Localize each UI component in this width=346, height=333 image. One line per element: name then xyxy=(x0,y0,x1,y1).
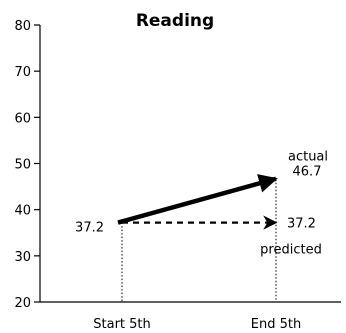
y-tick-label: 30 xyxy=(14,250,31,265)
y-axis-ticks: 20 30 40 50 60 70 80 xyxy=(14,19,40,311)
actual-series-line xyxy=(117,174,278,225)
predicted-value-label: 37.2 xyxy=(287,217,316,232)
predicted-series-label: predicted xyxy=(260,243,322,258)
y-tick-label: 20 xyxy=(14,296,31,311)
start-value-label: 37.2 xyxy=(75,221,104,236)
series-lines xyxy=(117,174,278,230)
y-tick-label: 70 xyxy=(14,65,31,80)
y-tick-label: 60 xyxy=(14,111,31,126)
y-tick-label: 80 xyxy=(14,19,31,34)
chart-title: Reading xyxy=(136,11,214,31)
actual-value-label: 46.7 xyxy=(293,165,322,180)
y-tick-label: 50 xyxy=(14,158,31,173)
x-tick-label: Start 5th xyxy=(93,317,151,332)
category-guide-lines xyxy=(121,182,277,302)
actual-series-label: actual xyxy=(288,150,328,165)
y-tick-label: 40 xyxy=(14,204,31,219)
x-tick-label: End 5th xyxy=(251,317,301,332)
x-axis-ticks: Start 5th End 5th xyxy=(93,317,301,332)
